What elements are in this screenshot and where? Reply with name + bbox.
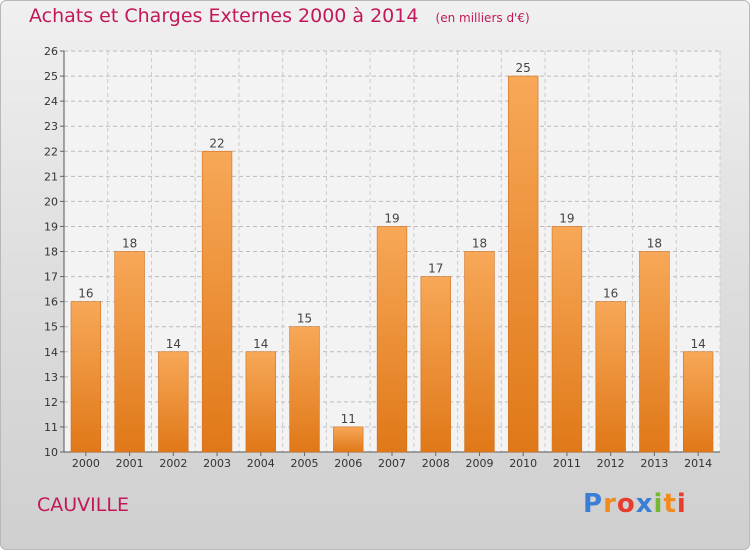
bar-2014 <box>682 351 714 453</box>
y-tick-label: 10 <box>44 446 58 459</box>
y-tick-label: 20 <box>44 195 58 208</box>
y-tick-label: 14 <box>44 346 58 359</box>
bar-2004 <box>245 351 276 453</box>
bar-2005 <box>289 326 320 453</box>
y-tick-label: 18 <box>44 246 58 259</box>
data-label-2000: 16 <box>78 287 93 301</box>
x-tick-label-2002: 2002 <box>159 457 187 470</box>
y-tick-label: 12 <box>44 396 58 409</box>
x-tick-label-2008: 2008 <box>422 457 450 470</box>
logo-letter: i <box>676 489 687 519</box>
data-label-2002: 14 <box>166 337 181 351</box>
x-tick-label-2010: 2010 <box>509 457 537 470</box>
x-tick-label-2004: 2004 <box>247 457 275 470</box>
y-tick-label: 17 <box>44 271 58 284</box>
y-tick-label: 16 <box>44 296 58 309</box>
title-row: Achats et Charges Externes 2000 à 2014 (… <box>29 5 530 27</box>
chart-title: Achats et Charges Externes 2000 à 2014 <box>29 5 419 27</box>
data-label-2006: 11 <box>341 412 356 426</box>
data-label-2010: 25 <box>516 61 531 75</box>
bars <box>70 75 714 453</box>
data-label-2013: 18 <box>647 237 662 251</box>
y-tick-label: 21 <box>44 170 58 183</box>
x-tick-label-2013: 2013 <box>640 457 668 470</box>
commune-name: CAUVILLE <box>37 494 129 516</box>
bar-2007 <box>376 226 408 453</box>
data-label-2003: 22 <box>209 136 224 150</box>
y-tick-label: 22 <box>44 145 58 158</box>
data-label-2014: 14 <box>690 337 705 351</box>
bar-2011 <box>551 226 583 453</box>
data-label-2009: 18 <box>472 237 487 251</box>
y-tick-label: 25 <box>44 70 58 83</box>
data-label-2008: 17 <box>428 262 443 276</box>
data-label-2004: 14 <box>253 337 268 351</box>
bar-2002 <box>158 351 189 453</box>
y-tick-label: 11 <box>44 421 58 434</box>
x-tick-label-2006: 2006 <box>334 457 362 470</box>
bar-2006 <box>333 426 364 453</box>
y-tick-label: 23 <box>44 120 58 133</box>
y-tick-label: 26 <box>44 45 58 58</box>
bar-2000 <box>70 301 102 453</box>
x-tick-label-2012: 2012 <box>597 457 625 470</box>
x-tick-label-2005: 2005 <box>291 457 319 470</box>
y-tick-label: 19 <box>44 220 58 233</box>
logo-letter: x <box>635 489 654 519</box>
proxiti-logo: Proxiti <box>583 489 687 519</box>
bar-2008 <box>420 276 451 453</box>
x-tick-label-2003: 2003 <box>203 457 231 470</box>
data-labels: 16 18 14 22 14 15 11 19 17 18 25 19 16 18 14 <box>78 61 706 426</box>
x-tick-label-2000: 2000 <box>72 457 100 470</box>
y-tick-label: 24 <box>44 95 58 108</box>
logo-letter: i <box>653 489 664 519</box>
bar-2001 <box>114 251 145 453</box>
bar-2003 <box>201 150 233 453</box>
data-label-2005: 15 <box>297 312 312 326</box>
chart-unit: (en milliers d'€) <box>435 11 530 25</box>
x-tick-label-2014: 2014 <box>684 457 712 470</box>
x-tick-label-2009: 2009 <box>465 457 493 470</box>
data-label-2001: 18 <box>122 237 137 251</box>
bar-2013 <box>639 251 670 453</box>
logo-letter: o <box>616 489 636 519</box>
x-tick-label-2011: 2011 <box>553 457 581 470</box>
logo-letter: P <box>583 489 604 519</box>
data-label-2011: 19 <box>559 211 574 225</box>
y-tick-label: 15 <box>44 321 58 334</box>
bar-2009 <box>464 251 495 453</box>
x-tick-label-2007: 2007 <box>378 457 406 470</box>
logo-letter: r <box>603 489 617 519</box>
logo-letter: t <box>663 489 677 519</box>
data-label-2007: 19 <box>384 211 399 225</box>
x-tick-label-2001: 2001 <box>116 457 144 470</box>
bar-2012 <box>595 301 626 453</box>
bar-2010 <box>508 75 539 453</box>
data-label-2012: 16 <box>603 287 618 301</box>
y-tick-label: 13 <box>44 371 58 384</box>
